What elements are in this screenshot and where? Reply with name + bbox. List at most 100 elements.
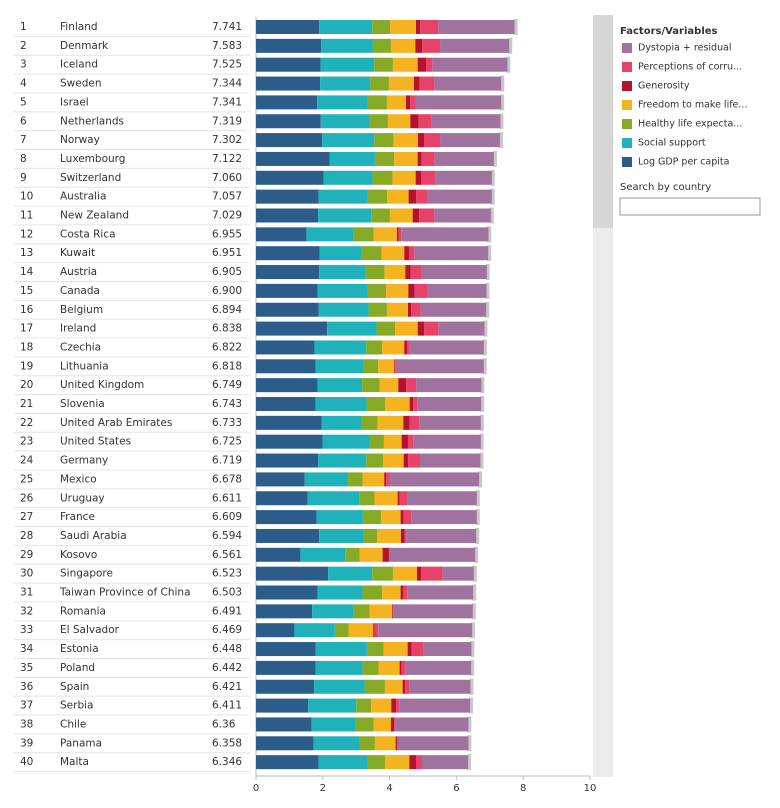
score: 6.561 bbox=[212, 549, 242, 561]
bar-segment bbox=[415, 38, 423, 53]
country: Saudi Arabia bbox=[60, 530, 127, 542]
score-marker bbox=[479, 433, 484, 450]
bar-segment bbox=[356, 698, 372, 713]
rank: 22 bbox=[20, 417, 33, 429]
bar-segment bbox=[369, 434, 384, 449]
score: 7.341 bbox=[212, 96, 242, 108]
bar-segment bbox=[424, 321, 439, 336]
bar-segment bbox=[317, 95, 368, 110]
bar-segment bbox=[424, 133, 441, 148]
bar-segment bbox=[361, 246, 382, 261]
bar-segment bbox=[353, 604, 370, 619]
rank: 4 bbox=[20, 78, 27, 90]
bar-segment bbox=[372, 38, 391, 53]
bar-segment bbox=[396, 736, 398, 751]
bar-segment bbox=[256, 547, 301, 562]
country: Austria bbox=[60, 266, 97, 278]
bar-segment bbox=[383, 434, 402, 449]
bar-segment bbox=[390, 717, 395, 732]
bar-segment bbox=[387, 189, 409, 204]
bar-segment bbox=[398, 227, 402, 242]
country: Netherlands bbox=[60, 115, 124, 127]
bar-segment bbox=[256, 151, 330, 166]
bar-segment bbox=[419, 415, 481, 430]
bar-segment bbox=[393, 133, 418, 148]
bar-segment bbox=[408, 246, 415, 261]
bar-segment bbox=[374, 151, 395, 166]
bar-segment bbox=[312, 604, 354, 619]
bar-segment bbox=[362, 378, 380, 393]
bar-segment bbox=[438, 20, 515, 34]
bar-segment bbox=[334, 623, 349, 638]
bar-segment bbox=[407, 585, 474, 600]
rank: 33 bbox=[20, 624, 33, 636]
rank: 35 bbox=[20, 662, 33, 674]
country: Switzerland bbox=[60, 172, 121, 184]
legend-swatch bbox=[622, 119, 632, 129]
bar-segment bbox=[323, 170, 373, 185]
bar-segment bbox=[390, 20, 416, 34]
bar-segment bbox=[388, 547, 390, 562]
bar-segment bbox=[406, 491, 477, 506]
rank: 10 bbox=[20, 191, 33, 203]
score-marker bbox=[513, 19, 518, 35]
legend-swatch bbox=[622, 100, 632, 110]
search-input[interactable] bbox=[619, 197, 761, 216]
country: Uruguay bbox=[60, 492, 105, 504]
bar-segment bbox=[396, 698, 400, 713]
bar-segment bbox=[390, 38, 416, 53]
bar-segment bbox=[256, 397, 316, 411]
score-marker bbox=[471, 603, 476, 620]
rank: 37 bbox=[20, 700, 33, 712]
bar-segment bbox=[399, 698, 471, 713]
bar-segment bbox=[316, 510, 363, 525]
bar-segment bbox=[406, 378, 417, 393]
bar-segment bbox=[366, 453, 384, 468]
bar-segment bbox=[427, 283, 487, 298]
rank: 1 bbox=[20, 21, 27, 33]
score: 6.611 bbox=[212, 492, 242, 504]
country: Mexico bbox=[60, 473, 97, 485]
bar-segment bbox=[256, 453, 319, 468]
legend-label: Generosity bbox=[638, 81, 690, 92]
score: 7.741 bbox=[212, 21, 242, 33]
rank: 23 bbox=[20, 436, 33, 448]
bar-segment bbox=[355, 717, 374, 732]
bar-segment bbox=[434, 208, 491, 223]
rank: 7 bbox=[20, 134, 27, 146]
score-marker bbox=[480, 396, 485, 412]
bar-segment bbox=[417, 133, 425, 148]
bar-segment bbox=[431, 114, 501, 129]
bar-segment bbox=[386, 95, 406, 110]
bar-segment bbox=[389, 547, 476, 562]
bar-segment bbox=[388, 76, 414, 91]
scrollbar-thumb[interactable] bbox=[593, 15, 613, 228]
bar-segment bbox=[414, 283, 428, 298]
score: 7.057 bbox=[212, 191, 242, 203]
bar-segment bbox=[363, 528, 378, 543]
bar-segment bbox=[420, 302, 487, 317]
bar-segment bbox=[359, 491, 375, 506]
bar-segment bbox=[256, 114, 321, 129]
bar-segment bbox=[362, 585, 383, 600]
country: Israel bbox=[60, 96, 89, 108]
score-marker bbox=[487, 245, 492, 262]
score-marker bbox=[467, 716, 472, 733]
bar-segment bbox=[320, 114, 370, 129]
score-marker bbox=[483, 320, 488, 337]
score-marker bbox=[469, 697, 474, 714]
bar-segment bbox=[347, 472, 363, 487]
bar-segment bbox=[374, 57, 393, 72]
rank: 31 bbox=[20, 587, 33, 599]
bar-segment bbox=[256, 604, 313, 619]
bar-segment bbox=[419, 76, 435, 91]
search-label: Search by country bbox=[620, 182, 711, 193]
bar-segment bbox=[306, 227, 354, 242]
bar-segment bbox=[419, 208, 435, 223]
score-marker bbox=[471, 622, 476, 639]
bar-segment bbox=[256, 265, 320, 280]
bar-segment bbox=[435, 170, 492, 185]
score: 6.733 bbox=[212, 417, 242, 429]
country: Kosovo bbox=[60, 549, 97, 561]
bar-segment bbox=[362, 472, 385, 487]
